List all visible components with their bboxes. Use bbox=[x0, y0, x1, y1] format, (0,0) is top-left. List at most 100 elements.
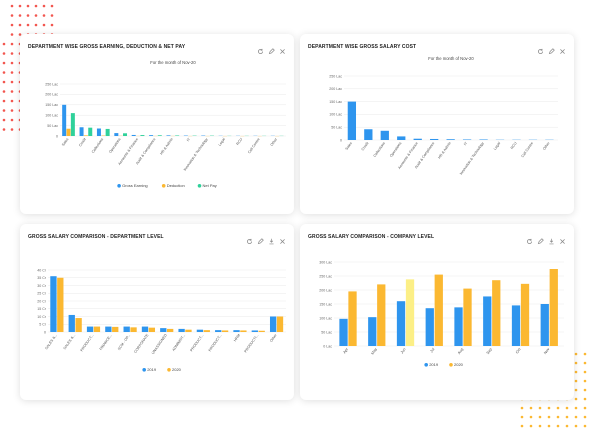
refresh-icon[interactable] bbox=[246, 232, 253, 244]
bar[interactable] bbox=[215, 330, 222, 332]
bar[interactable] bbox=[203, 330, 210, 332]
legend-label[interactable]: 2020 bbox=[454, 362, 464, 367]
legend-marker[interactable] bbox=[167, 368, 171, 372]
bar[interactable] bbox=[75, 318, 82, 332]
bar[interactable] bbox=[479, 139, 488, 140]
bar[interactable] bbox=[123, 133, 128, 136]
legend-label[interactable]: 2019 bbox=[147, 367, 157, 372]
bar[interactable] bbox=[377, 284, 386, 346]
bar[interactable] bbox=[178, 328, 185, 332]
bar[interactable] bbox=[131, 134, 136, 136]
bar[interactable] bbox=[434, 274, 443, 346]
legend-label[interactable]: Deduction bbox=[167, 183, 185, 188]
bar[interactable] bbox=[276, 316, 284, 333]
legend-marker[interactable] bbox=[424, 363, 428, 367]
bar[interactable] bbox=[70, 113, 75, 136]
bar[interactable] bbox=[185, 329, 192, 332]
bar[interactable] bbox=[520, 283, 530, 346]
legend-marker[interactable] bbox=[197, 184, 202, 188]
refresh-icon[interactable] bbox=[537, 42, 544, 54]
legend-marker[interactable] bbox=[142, 368, 146, 372]
legend-marker[interactable] bbox=[161, 184, 166, 188]
bar[interactable] bbox=[83, 135, 88, 136]
legend-label[interactable]: 2020 bbox=[172, 367, 182, 372]
bar[interactable] bbox=[148, 327, 156, 332]
bar[interactable] bbox=[405, 279, 415, 346]
bar[interactable] bbox=[549, 269, 558, 346]
legend-label[interactable]: Gross Earning bbox=[122, 183, 148, 188]
download-icon[interactable] bbox=[548, 232, 555, 245]
chart-subtitle: For the month of Nov-20 bbox=[428, 56, 474, 61]
bar[interactable] bbox=[454, 307, 463, 346]
bar[interactable] bbox=[105, 128, 110, 136]
bar[interactable] bbox=[339, 318, 348, 346]
y-tick-label: 30 Cr bbox=[37, 284, 47, 288]
bar[interactable] bbox=[251, 330, 258, 332]
bar[interactable] bbox=[483, 296, 492, 346]
bar[interactable] bbox=[149, 135, 154, 136]
edit-icon[interactable] bbox=[537, 232, 544, 245]
download-icon[interactable] bbox=[268, 232, 275, 245]
bar[interactable] bbox=[79, 127, 84, 136]
bar[interactable] bbox=[240, 330, 247, 332]
bar[interactable] bbox=[364, 129, 373, 140]
bar[interactable] bbox=[86, 326, 94, 332]
dot bbox=[583, 370, 587, 374]
legend-marker[interactable] bbox=[449, 363, 453, 367]
bar[interactable] bbox=[157, 135, 162, 136]
legend-label[interactable]: Net Pay bbox=[203, 183, 217, 188]
bar[interactable] bbox=[166, 135, 171, 136]
bar[interactable] bbox=[160, 328, 167, 332]
bar[interactable] bbox=[462, 139, 472, 140]
refresh-icon[interactable] bbox=[526, 232, 533, 244]
dot bbox=[42, 14, 46, 17]
bar[interactable] bbox=[221, 330, 229, 332]
bar[interactable] bbox=[269, 316, 277, 333]
bar[interactable] bbox=[167, 328, 174, 332]
refresh-icon[interactable] bbox=[257, 42, 264, 54]
bar[interactable] bbox=[540, 304, 549, 346]
close-icon[interactable] bbox=[559, 42, 566, 54]
edit-icon[interactable] bbox=[257, 232, 264, 245]
bar[interactable] bbox=[114, 133, 119, 136]
legend-marker[interactable] bbox=[117, 184, 121, 188]
bar[interactable] bbox=[66, 128, 71, 136]
edit-icon[interactable] bbox=[268, 42, 275, 55]
bar[interactable] bbox=[492, 280, 501, 346]
bar[interactable] bbox=[96, 128, 101, 136]
close-icon[interactable] bbox=[279, 232, 286, 244]
bar[interactable] bbox=[57, 277, 64, 332]
bar[interactable] bbox=[463, 288, 472, 346]
bar[interactable] bbox=[88, 127, 93, 136]
bar[interactable] bbox=[347, 101, 357, 140]
bar[interactable] bbox=[50, 276, 57, 332]
bar[interactable] bbox=[258, 330, 265, 332]
bar[interactable] bbox=[123, 326, 130, 332]
bar[interactable] bbox=[196, 329, 204, 332]
edit-icon[interactable] bbox=[548, 42, 555, 55]
bar[interactable] bbox=[368, 317, 377, 346]
bar[interactable] bbox=[62, 104, 67, 136]
close-icon[interactable] bbox=[559, 232, 566, 244]
bar[interactable] bbox=[396, 301, 406, 346]
bar[interactable] bbox=[413, 138, 422, 140]
bar[interactable] bbox=[511, 305, 521, 346]
bar[interactable] bbox=[233, 330, 240, 332]
bar[interactable] bbox=[140, 135, 145, 136]
legend-label[interactable]: 2019 bbox=[429, 362, 439, 367]
close-icon[interactable] bbox=[279, 42, 286, 54]
bar[interactable] bbox=[68, 314, 75, 332]
bar[interactable] bbox=[430, 138, 439, 140]
bar[interactable] bbox=[380, 130, 389, 140]
bar[interactable] bbox=[93, 326, 101, 332]
bar[interactable] bbox=[130, 327, 137, 332]
bar[interactable] bbox=[141, 326, 149, 332]
bar[interactable] bbox=[175, 135, 180, 136]
y-tick-label: 200 Lac bbox=[45, 93, 58, 97]
bar[interactable] bbox=[425, 308, 434, 346]
bar[interactable] bbox=[446, 139, 455, 140]
bar[interactable] bbox=[105, 326, 112, 332]
bar[interactable] bbox=[112, 326, 119, 332]
bar[interactable] bbox=[397, 136, 406, 140]
bar[interactable] bbox=[348, 291, 357, 346]
